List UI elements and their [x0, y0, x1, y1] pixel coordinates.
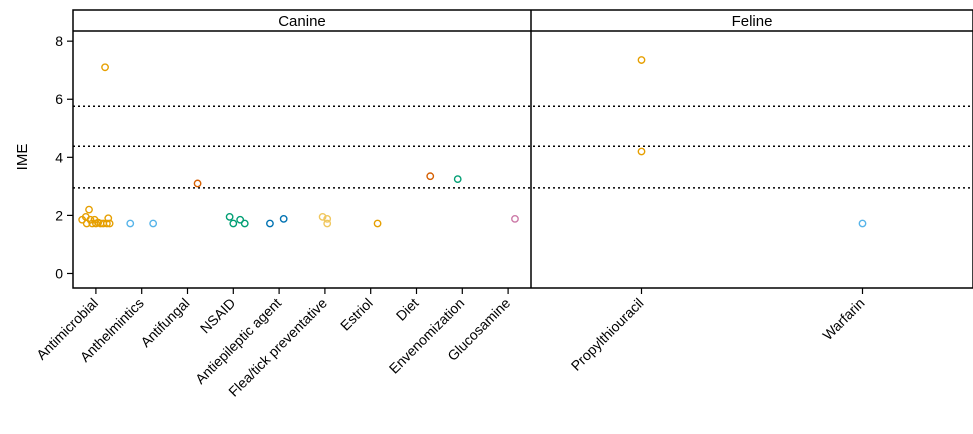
- x-tick-label: NSAID: [197, 295, 239, 337]
- data-point: [225, 212, 234, 221]
- data-point: [86, 215, 95, 224]
- x-tick-label: Antifungal: [137, 295, 192, 350]
- data-point: [229, 219, 238, 228]
- data-point: [101, 63, 109, 72]
- x-tick-label: Diet: [393, 295, 422, 324]
- data-point: [453, 175, 462, 184]
- data-point: [193, 179, 202, 188]
- y-tick-label: 2: [55, 207, 63, 223]
- data-point: [266, 219, 274, 228]
- y-axis: 0 2 4 6 8: [55, 33, 73, 281]
- y-tick-label: 4: [55, 149, 63, 165]
- data-point: [240, 219, 249, 228]
- data-point: [279, 214, 288, 223]
- x-tick-label: Antiepileptic agent: [192, 295, 284, 387]
- plot-frame: [72, 9, 973, 289]
- data-point: [373, 219, 382, 228]
- data-point: [149, 219, 158, 228]
- y-tick-label: 0: [55, 265, 63, 281]
- x-tick-label: Propylthiouracil: [568, 295, 647, 374]
- data-point: [102, 219, 111, 228]
- panel-strip-label: Feline: [732, 13, 773, 30]
- data-point: [236, 215, 245, 224]
- y-tick-label: 8: [55, 33, 63, 49]
- x-tick-label: Estriol: [337, 295, 376, 334]
- panel-strips: Canine Feline: [278, 13, 772, 30]
- data-point: [126, 219, 135, 228]
- data-point: [105, 219, 114, 228]
- data-point: [637, 56, 646, 64]
- data-point: [858, 219, 867, 228]
- data-point: [318, 212, 327, 221]
- data-point: [323, 219, 332, 228]
- x-tick-label: Warfarin: [819, 295, 867, 343]
- data-point: [323, 214, 332, 223]
- data-point: [511, 214, 519, 223]
- y-axis-title: IME: [14, 144, 31, 171]
- data-point: [85, 205, 93, 214]
- data-point: [637, 147, 646, 156]
- panel-strip-label: Canine: [278, 13, 326, 30]
- reference-lines: [73, 105, 973, 189]
- y-tick-label: 6: [55, 91, 63, 107]
- data-point: [104, 214, 113, 223]
- data-point: [426, 172, 435, 181]
- data-points: [78, 56, 867, 228]
- plot-border: [72, 9, 973, 289]
